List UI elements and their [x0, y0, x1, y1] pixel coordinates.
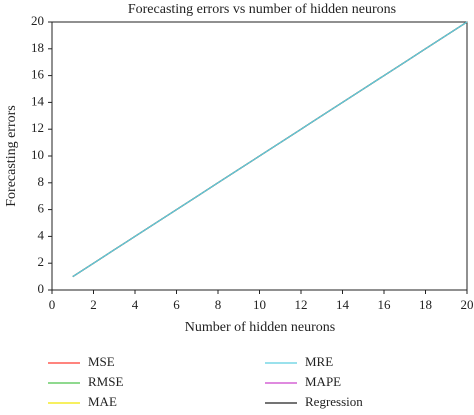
x-tick-label: 0 [49, 297, 56, 312]
y-tick-label: 14 [31, 93, 45, 108]
x-tick-label: 4 [132, 297, 139, 312]
y-tick-label: 10 [31, 147, 44, 162]
legend-label: Regression [305, 394, 363, 409]
x-tick-label: 12 [295, 297, 308, 312]
x-tick-label: 8 [215, 297, 222, 312]
legend-label: MRE [305, 354, 333, 369]
y-tick-label: 18 [31, 40, 44, 55]
y-tick-label: 16 [31, 67, 45, 82]
x-tick-label: 20 [461, 297, 474, 312]
x-axis-label: Number of hidden neurons [185, 320, 335, 335]
legend-label: RMSE [88, 374, 123, 389]
legend-label: MSE [88, 354, 115, 369]
y-tick-label: 2 [38, 254, 45, 269]
chart-title: Forecasting errors vs number of hidden n… [128, 2, 396, 17]
y-tick-label: 4 [38, 227, 45, 242]
y-tick-label: 6 [38, 201, 45, 216]
x-tick-label: 6 [173, 297, 180, 312]
y-tick-label: 20 [31, 13, 44, 28]
x-tick-label: 18 [419, 297, 432, 312]
legend-label: MAE [88, 394, 117, 409]
y-axis-label: Forecasting errors [4, 105, 19, 206]
x-tick-label: 14 [336, 297, 350, 312]
y-tick-label: 12 [31, 120, 44, 135]
y-tick-label: 8 [38, 174, 45, 189]
x-tick-label: 2 [90, 297, 97, 312]
legend-label: MAPE [305, 374, 341, 389]
y-tick-label: 0 [38, 281, 45, 296]
series-line [72, 21, 468, 278]
x-tick-label: 10 [253, 297, 266, 312]
x-tick-label: 16 [378, 297, 392, 312]
